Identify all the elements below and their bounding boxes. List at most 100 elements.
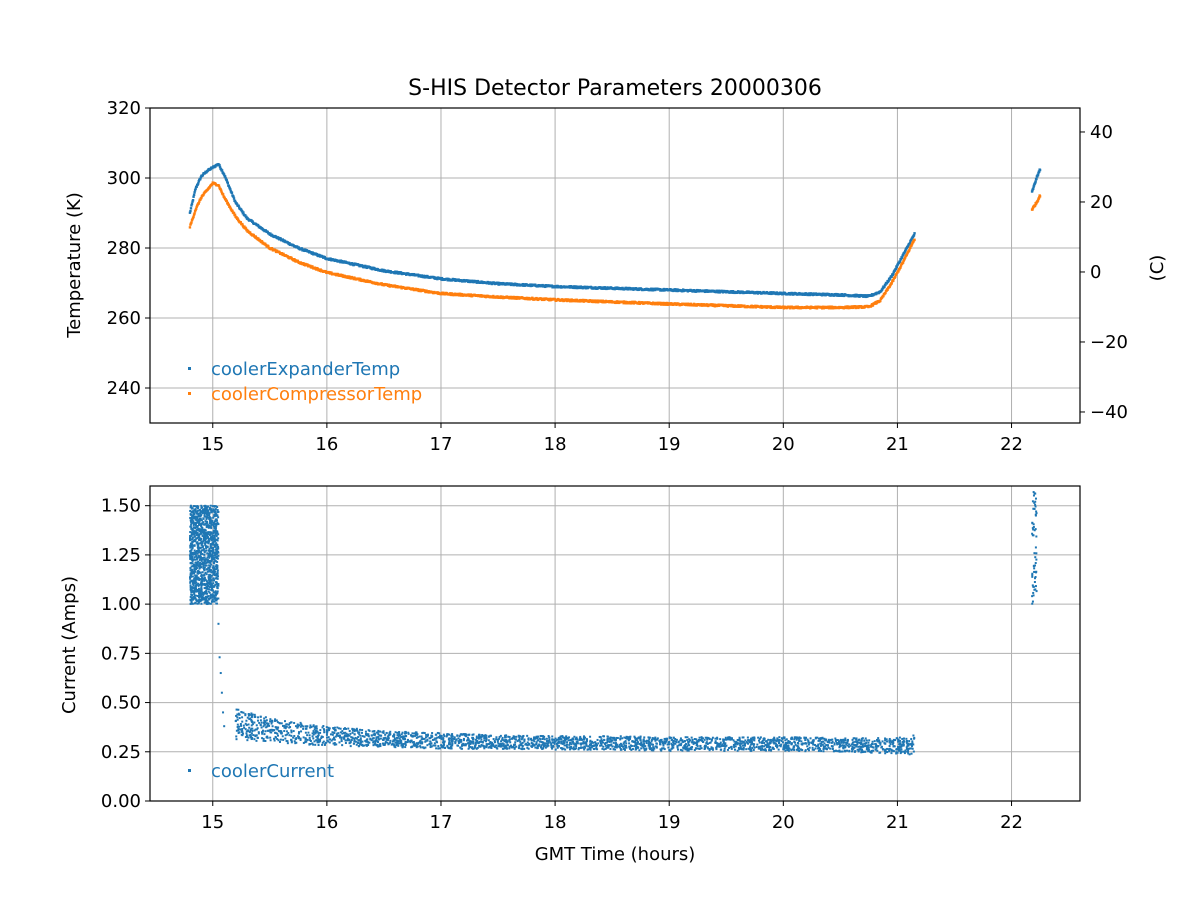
temperature-xtick-label: 22 xyxy=(1000,434,1023,455)
coolerCurrent-point xyxy=(197,561,199,563)
coolerCurrent-point xyxy=(213,557,215,559)
coolerCurrent-point xyxy=(217,575,219,577)
coolerCurrent-point xyxy=(1031,522,1033,524)
coolerCurrent-point xyxy=(205,534,207,536)
coolerCurrent-point xyxy=(217,623,219,625)
coolerCurrent-point xyxy=(194,512,196,514)
coolerCurrent-point xyxy=(526,735,528,737)
coolerCurrent-point xyxy=(192,572,194,574)
coolerCurrent-point xyxy=(213,561,215,563)
coolerCurrent-point xyxy=(210,538,212,540)
temperature-xtick-label: 21 xyxy=(886,434,909,455)
coolerCurrent-point xyxy=(289,726,291,728)
coolerCurrent-point xyxy=(293,722,295,724)
coolerCurrent-point xyxy=(201,579,203,581)
coolerCurrent-point xyxy=(199,509,201,511)
coolerCurrent-point xyxy=(207,542,209,544)
coolerCurrent-point xyxy=(208,588,210,590)
coolerCurrent-point xyxy=(206,540,208,542)
coolerCurrent-point xyxy=(213,591,215,593)
coolerCurrent-point xyxy=(362,735,364,737)
temperature-panel: 15 16 17 18 19 20 21 22240260280300320−40−20020… xyxy=(64,98,1168,455)
coolerCurrent-point xyxy=(217,555,219,557)
coolerCurrent-point xyxy=(210,524,212,526)
coolerCurrent-point xyxy=(216,586,218,588)
coolerCurrent-point xyxy=(212,508,214,510)
coolerCurrent-point xyxy=(196,551,198,553)
coolerCurrent-point xyxy=(214,544,216,546)
coolerCurrent-point xyxy=(198,523,200,525)
coolerCurrent-point xyxy=(1033,565,1035,567)
coolerCurrent-point xyxy=(846,750,848,752)
coolerCurrent-point xyxy=(840,751,842,753)
coolerCurrent-point xyxy=(205,529,207,531)
coolerCurrent-point xyxy=(194,545,196,547)
coolerCurrent-point xyxy=(202,521,204,523)
coolerCurrent-point xyxy=(217,509,219,511)
coolerCurrent-point xyxy=(889,743,891,745)
coolerCurrent-point xyxy=(209,583,211,585)
coolerCurrent-point xyxy=(198,516,200,518)
coolerCurrent-point xyxy=(214,515,216,517)
coolerCurrent-point xyxy=(407,732,409,734)
coolerCurrent-point xyxy=(195,508,197,510)
coolerCurrent-point xyxy=(194,602,196,604)
coolerCurrent-point xyxy=(1034,501,1036,503)
coolerCurrent-point xyxy=(1033,567,1035,569)
coolerCurrent-point xyxy=(194,530,196,532)
coolerCurrent-point xyxy=(211,555,213,557)
celsius-ytick-label: 0 xyxy=(1090,262,1101,283)
coolerCurrent-point xyxy=(189,545,191,547)
coolerCurrent-point xyxy=(206,580,208,582)
coolerCurrent-point xyxy=(192,539,194,541)
coolerCurrent-point xyxy=(288,724,290,726)
coolerCurrent-point xyxy=(211,589,213,591)
coolerCurrent-point xyxy=(192,587,194,589)
coolerCurrent-point xyxy=(1033,571,1035,573)
coolerCurrent-point xyxy=(210,571,212,573)
coolerCurrent-point xyxy=(204,577,206,579)
coolerCurrent-point xyxy=(214,506,216,508)
coolerExpanderTemp-point xyxy=(233,197,235,199)
coolerCurrent-point xyxy=(194,523,196,525)
coolerCurrent-point xyxy=(265,716,267,718)
coolerCurrent-point xyxy=(198,600,200,602)
coolerCurrent-point xyxy=(190,575,192,577)
figure: S-HIS Detector Parameters 20000306 15 16 1… xyxy=(0,0,1200,900)
coolerCurrent-point xyxy=(194,540,196,542)
coolerCurrent-point xyxy=(192,522,194,524)
coolerCurrent-point xyxy=(319,729,321,731)
coolerCurrent-point xyxy=(198,579,200,581)
coolerCurrent-point xyxy=(312,737,314,739)
coolerCurrent-point xyxy=(204,560,206,562)
temperature-legend: coolerExpanderTemp coolerCompressorTemp xyxy=(188,359,422,405)
coolerCurrent-point xyxy=(215,564,217,566)
coolerCurrent-point xyxy=(208,603,210,605)
legend-marker-expander xyxy=(188,367,191,370)
coolerCurrent-point xyxy=(212,505,214,507)
coolerCurrent-point xyxy=(483,747,485,749)
coolerCurrent-point xyxy=(216,561,218,563)
coolerCurrent-point xyxy=(193,558,195,560)
coolerCurrent-point xyxy=(534,747,536,749)
coolerCurrent-point xyxy=(190,562,192,564)
coolerCurrent-point xyxy=(193,593,195,595)
coolerCurrent-point xyxy=(190,569,192,571)
coolerCurrent-point xyxy=(210,520,212,522)
coolerCurrent-point xyxy=(193,597,195,599)
temperature-xtick-label: 15 xyxy=(201,434,224,455)
coolerCurrent-point xyxy=(204,587,206,589)
coolerCurrent-point xyxy=(208,576,210,578)
coolerCurrent-point xyxy=(190,550,192,552)
coolerExpanderTemp-point xyxy=(1034,180,1036,182)
coolerCurrent-point xyxy=(323,731,325,733)
coolerCurrent-point xyxy=(443,743,445,745)
coolerCurrent-point xyxy=(1035,515,1037,517)
celsius-ytick-label: −40 xyxy=(1090,402,1128,423)
coolerCurrent-point xyxy=(206,509,208,511)
coolerCurrent-point xyxy=(476,736,478,738)
coolerCurrent-point xyxy=(193,580,195,582)
coolerCurrent-point xyxy=(190,552,192,554)
coolerExpanderTemp-point xyxy=(1032,187,1034,189)
coolerCurrent-point xyxy=(215,527,217,529)
